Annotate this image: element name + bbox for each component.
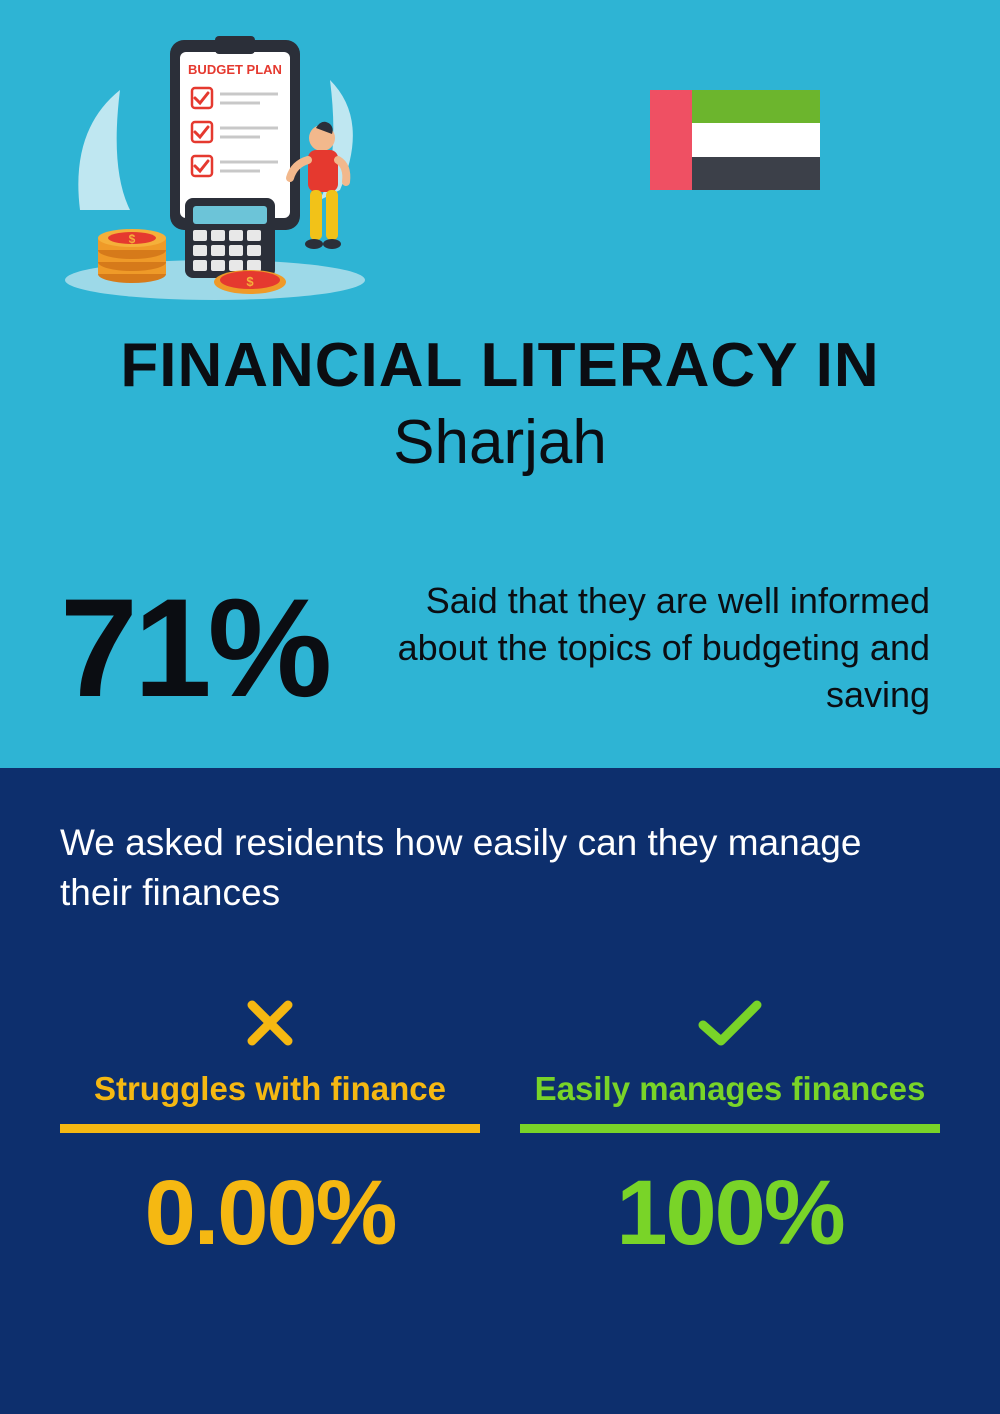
x-icon [60, 988, 480, 1058]
header-row: BUDGET PLAN [60, 30, 940, 300]
main-stat-row: 71% Said that they are well informed abo… [60, 578, 940, 718]
svg-text:$: $ [246, 274, 254, 289]
manages-divider [520, 1124, 940, 1133]
manages-value: 100% [520, 1161, 940, 1266]
svg-text:$: $ [129, 232, 136, 246]
struggles-label: Struggles with finance [60, 1070, 480, 1108]
flag-red-stripe [650, 90, 692, 190]
survey-question: We asked residents how easily can they m… [60, 818, 880, 918]
budget-illustration: BUDGET PLAN [60, 30, 380, 300]
main-stat-description: Said that they are well informed about t… [358, 578, 940, 718]
svg-text:BUDGET PLAN: BUDGET PLAN [188, 62, 282, 77]
flag-green-stripe [692, 90, 820, 123]
comparison-row: Struggles with finance 0.00% Easily mana… [60, 988, 940, 1266]
struggles-divider [60, 1124, 480, 1133]
title-line2: Sharjah [60, 407, 940, 478]
main-stat-value: 71% [60, 578, 328, 718]
struggles-column: Struggles with finance 0.00% [60, 988, 480, 1266]
title-block: FINANCIAL LITERACY IN Sharjah [60, 330, 940, 478]
title-line1: FINANCIAL LITERACY IN [60, 330, 940, 401]
manages-column: Easily manages finances 100% [520, 988, 940, 1266]
top-section: BUDGET PLAN [0, 0, 1000, 768]
check-icon [520, 988, 940, 1058]
flag-black-stripe [692, 157, 820, 190]
manages-label: Easily manages finances [520, 1070, 940, 1108]
uae-flag-icon [650, 90, 820, 190]
struggles-value: 0.00% [60, 1161, 480, 1266]
flag-white-stripe [692, 123, 820, 156]
bottom-section: We asked residents how easily can they m… [0, 768, 1000, 1414]
flag-stripes [692, 90, 820, 190]
infographic-page: BUDGET PLAN [0, 0, 1000, 1414]
